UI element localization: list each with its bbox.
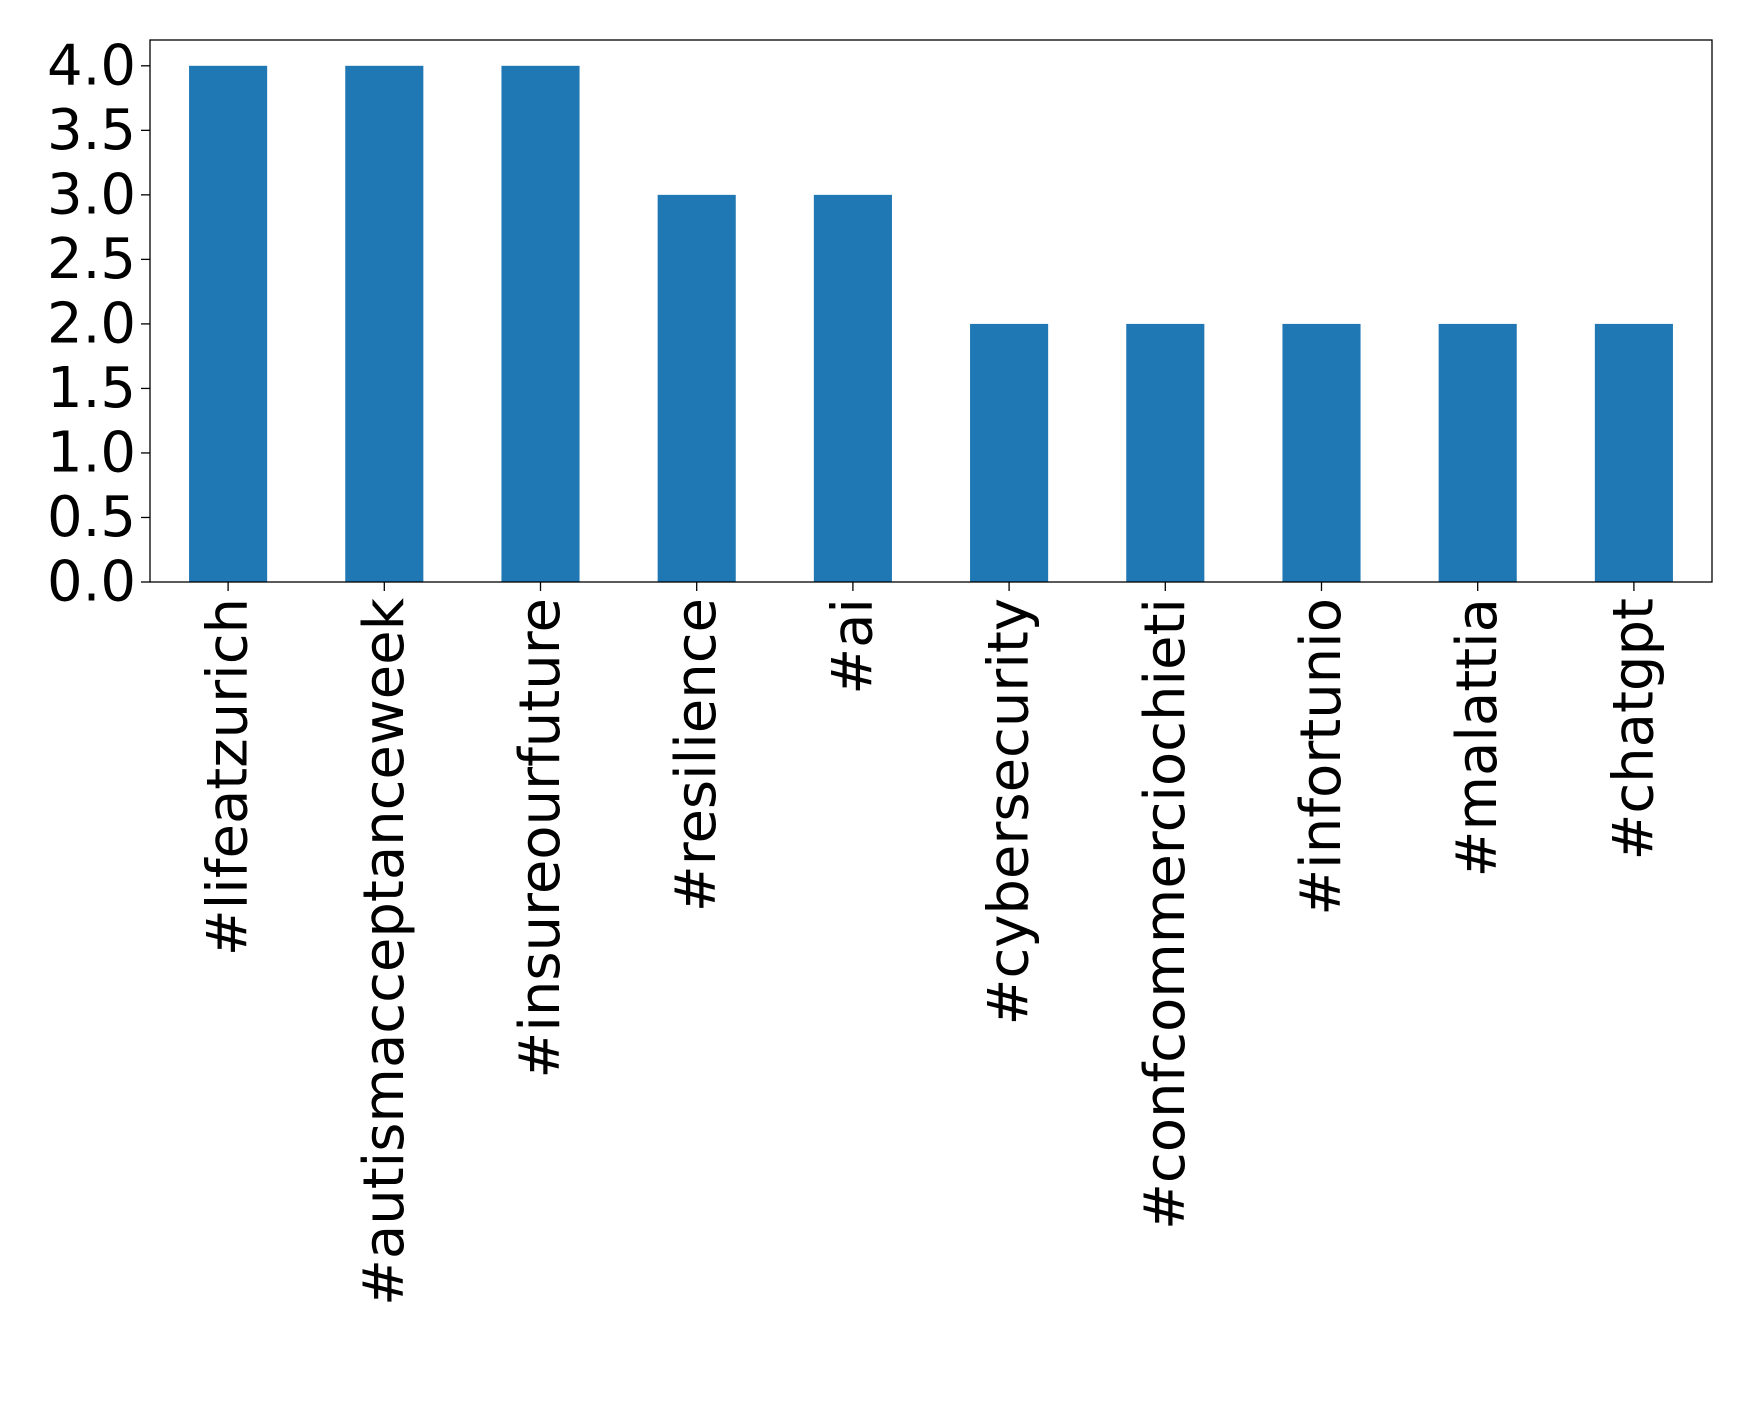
x-tick-label-autismacceptanceweek: #autismacceptanceweek: [352, 597, 417, 1306]
x-tick-label-insureourfuture: #insureourfuture: [508, 598, 573, 1079]
bars-layer: [189, 65, 1673, 583]
bar-chatgpt: [1594, 323, 1673, 582]
bar-malattia: [1438, 323, 1517, 582]
y-tick-label: 3.0: [47, 162, 136, 227]
bar-autismacceptanceweek: [345, 65, 424, 583]
y-tick-label: 0.5: [47, 485, 136, 550]
plot-frame: [149, 39, 1713, 583]
bar-infortunio: [1282, 323, 1361, 582]
bar-ai: [813, 194, 892, 582]
x-tick-label-resilience: #resilience: [664, 598, 729, 912]
y-tick-label: 2.5: [47, 227, 136, 292]
x-tick-label-cybersecurity: #cybersecurity: [977, 598, 1042, 1025]
bar-confcommerciochieti: [1126, 323, 1205, 582]
x-tick-label-ai: #ai: [820, 598, 885, 695]
y-axis-ticks: 0.00.51.01.52.02.53.03.54.0: [47, 33, 150, 615]
bar-insureourfuture: [501, 65, 580, 583]
y-tick-label: 0.0: [47, 550, 136, 615]
y-tick-label: 3.5: [47, 98, 136, 163]
x-tick-label-infortunio: #infortunio: [1289, 598, 1354, 916]
x-tick-label-confcommerciochieti: #confcommerciochieti: [1133, 598, 1198, 1230]
x-tick-label-malattia: #malattia: [1445, 598, 1510, 877]
y-tick-label: 1.5: [47, 356, 136, 421]
y-tick-label: 1.0: [47, 420, 136, 485]
x-axis-ticks: #lifeatzurich #autismacceptanceweek #insur…: [196, 582, 1666, 1306]
y-tick-label: 2.0: [47, 291, 136, 356]
x-tick-label-chatgpt: #chatgpt: [1601, 598, 1666, 861]
x-tick-label-lifeatzurich: #lifeatzurich: [196, 598, 261, 956]
bar-lifeatzurich: [189, 65, 268, 583]
y-tick-label: 4.0: [47, 33, 136, 98]
bar-cybersecurity: [970, 323, 1049, 582]
bar-resilience: [657, 194, 736, 582]
